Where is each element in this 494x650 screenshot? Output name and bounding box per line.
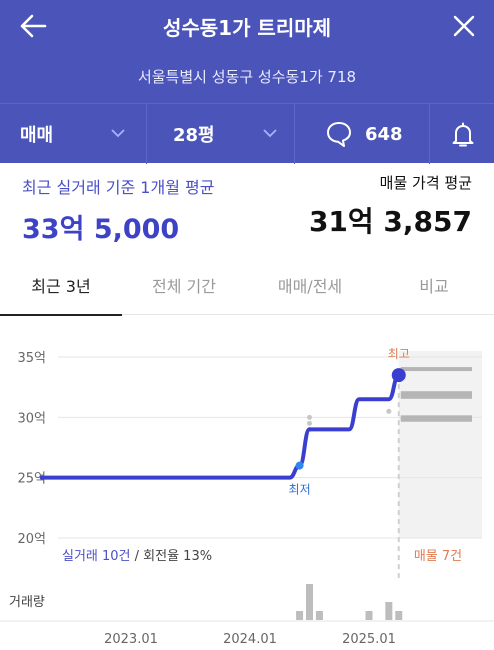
bell-icon (452, 122, 474, 147)
trade-point (386, 408, 392, 414)
notification-button[interactable] (430, 104, 494, 164)
speech-bubble-icon (327, 122, 351, 147)
deal-type-label: 매매 (20, 125, 54, 146)
listing-zone (398, 351, 482, 538)
chevron-down-icon (111, 129, 125, 138)
y-tick-label: 35억 (17, 351, 46, 366)
trade-point (307, 420, 312, 426)
chevron-down-icon (263, 129, 277, 138)
volume-bar (385, 602, 393, 620)
turnover-label: / 회전율 13% (131, 549, 213, 564)
listing-price-bar (400, 394, 472, 399)
y-tick-label: 20억 (17, 532, 46, 547)
listing-price-bar (400, 417, 472, 422)
volume-bar (315, 611, 323, 620)
listing-price-bar (400, 367, 472, 372)
area-label: 28평 (173, 125, 215, 146)
tab-compare[interactable]: 비교 (419, 277, 449, 296)
tab-all-period[interactable]: 전체 기간 (152, 277, 216, 296)
max-label: 최고 (388, 347, 410, 361)
trade-count-info: 실거래 10건 / 회전율 13% (62, 549, 212, 564)
price-line (39, 373, 401, 480)
close-icon[interactable] (452, 13, 476, 39)
comment-count: 648 (365, 123, 403, 145)
y-tick-label: 30억 (17, 411, 46, 426)
page-title: 성수동1가 트리마제 (162, 16, 332, 40)
min-label: 최저 (289, 483, 311, 497)
period-tabs: 최근 3년 전체 기간 매매/전세 비교 (0, 255, 494, 316)
listing-price-label: 매물 가격 평균 (379, 174, 472, 192)
volume-bar (306, 584, 313, 620)
volume-label: 거래량 (9, 595, 45, 610)
recent-trade-price: 33억 5,000 (22, 214, 180, 245)
comments-button[interactable]: 648 (295, 104, 429, 164)
tab-recent-3-years[interactable]: 최근 3년 (0, 255, 122, 316)
min-point-marker (295, 461, 304, 470)
address-text: 서울특별시 성동구 성수동1가 718 (137, 68, 357, 86)
recent-trade-label: 최근 실거래 기준 1개월 평균 (22, 178, 215, 197)
trade-point (307, 414, 312, 420)
tab-sale-jeonse[interactable]: 매매/전세 (277, 277, 343, 296)
filter-divider (429, 104, 430, 164)
volume-bar (365, 611, 373, 620)
x-tick-label: 2025.01 (342, 632, 396, 647)
max-point-marker (391, 368, 406, 383)
deal-type-dropdown[interactable]: 매매 (0, 104, 146, 164)
area-dropdown[interactable]: 28평 (147, 104, 294, 164)
filter-divider (146, 104, 147, 164)
x-tick-label: 2023.01 (104, 632, 158, 647)
back-arrow-icon[interactable] (18, 13, 48, 39)
volume-bar (296, 611, 304, 620)
listing-price-bar (400, 391, 472, 396)
listing-count-label: 매물 7건 (414, 549, 462, 564)
listing-price-value: 31억 3,857 (308, 205, 472, 238)
app-header: 성수동1가 트리마제 서울특별시 성동구 성수동1가 718 (0, 0, 494, 103)
filter-divider (294, 104, 295, 164)
filter-bar: 매매 28평 648 (0, 103, 494, 164)
trade-count-label: 실거래 10건 (62, 549, 131, 564)
volume-bar (395, 611, 403, 620)
y-tick-label: 25억 (17, 472, 46, 487)
listing-price-bar (400, 415, 472, 420)
x-tick-label: 2024.01 (223, 632, 277, 647)
